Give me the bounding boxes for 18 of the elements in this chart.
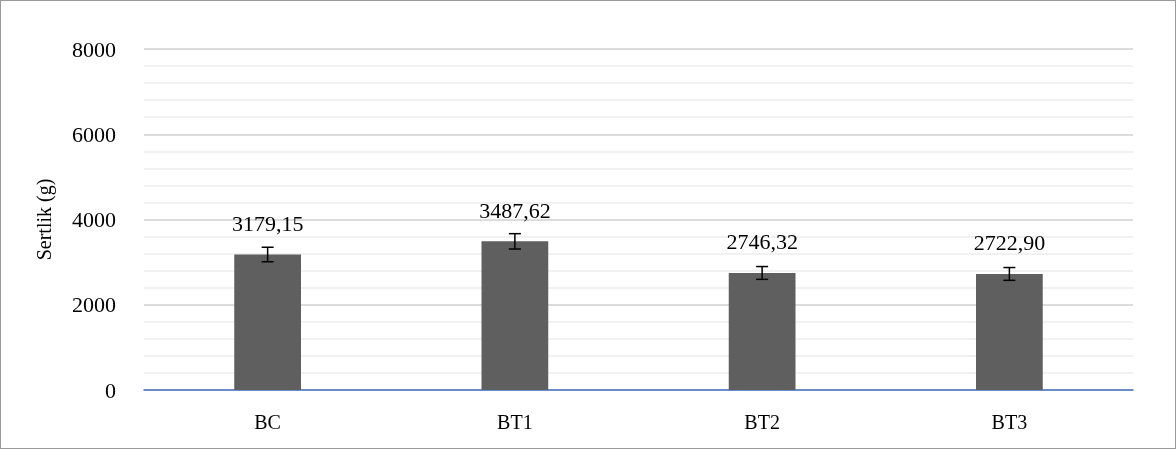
y-tick-label: 0 <box>105 377 116 403</box>
y-axis-title: Sertlik (g) <box>33 178 56 261</box>
bar <box>728 272 796 390</box>
x-tick-label: BT2 <box>744 411 780 433</box>
y-tick-label: 2000 <box>72 292 116 318</box>
x-tick-label: BT1 <box>497 411 533 433</box>
data-label: 2746,32 <box>726 229 798 255</box>
y-tick-label: 6000 <box>72 121 116 147</box>
bar <box>976 273 1043 390</box>
bar <box>234 254 301 390</box>
data-label: 3487,62 <box>479 197 551 223</box>
y-tick-label: 4000 <box>72 207 116 232</box>
x-tick-label: BT3 <box>991 411 1028 433</box>
data-label: 2722,90 <box>973 230 1046 256</box>
data-label: 3179,15 <box>231 210 304 236</box>
bar <box>481 241 549 390</box>
x-tick-label: BC <box>254 411 281 433</box>
y-tick-label: 8000 <box>72 36 116 62</box>
